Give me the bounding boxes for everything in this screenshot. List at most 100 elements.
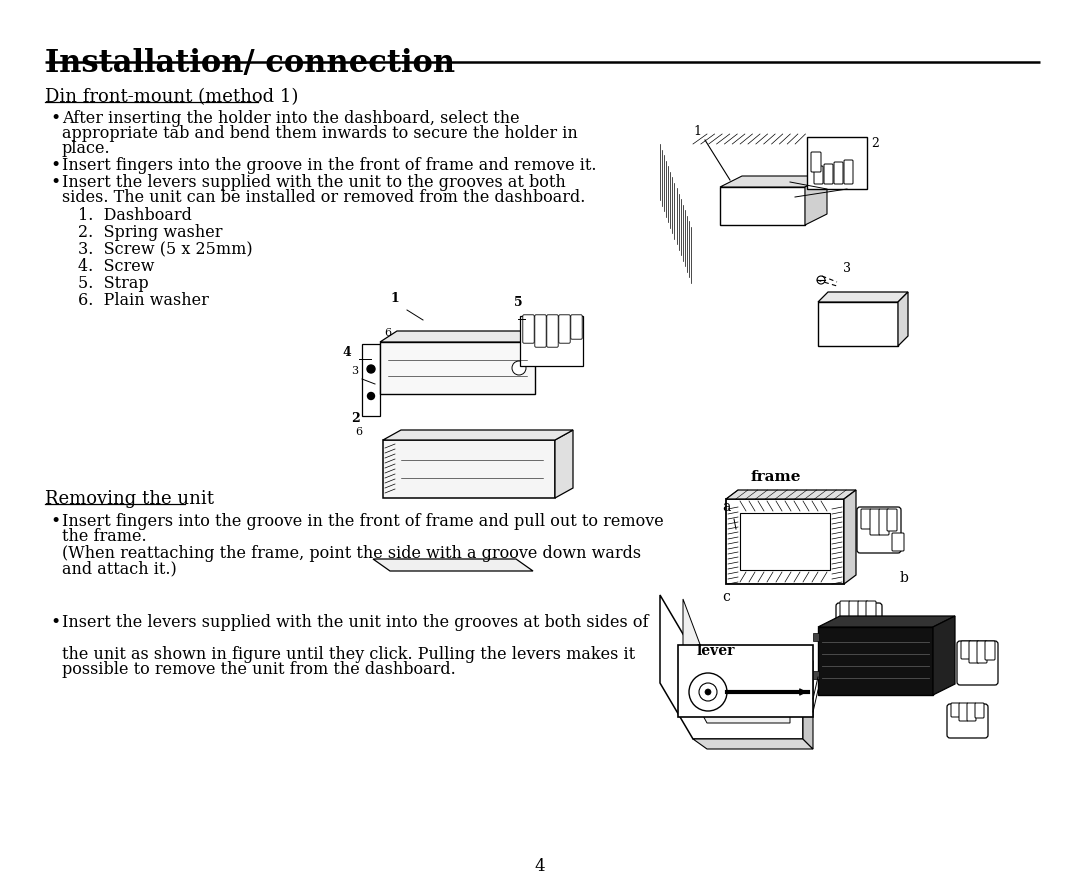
Text: •: • xyxy=(50,614,60,631)
FancyBboxPatch shape xyxy=(967,703,976,721)
FancyBboxPatch shape xyxy=(861,509,870,529)
Polygon shape xyxy=(373,559,534,571)
Circle shape xyxy=(367,365,375,373)
Polygon shape xyxy=(843,490,856,584)
Bar xyxy=(726,499,843,584)
FancyBboxPatch shape xyxy=(887,509,897,531)
FancyBboxPatch shape xyxy=(985,641,995,660)
Bar xyxy=(380,342,535,394)
Text: 1: 1 xyxy=(391,292,400,305)
Circle shape xyxy=(699,683,717,701)
Text: •: • xyxy=(50,157,60,174)
FancyBboxPatch shape xyxy=(558,315,570,343)
Text: a: a xyxy=(723,500,730,514)
Text: 4: 4 xyxy=(342,346,351,359)
Bar xyxy=(807,137,867,189)
Text: 3: 3 xyxy=(351,366,359,376)
Text: 1: 1 xyxy=(693,125,701,138)
Text: frame: frame xyxy=(751,470,801,484)
Text: c: c xyxy=(723,590,730,604)
Text: After inserting the holder into the dashboard, select the: After inserting the holder into the dash… xyxy=(62,110,519,127)
Text: 4.  Screw: 4. Screw xyxy=(78,258,154,275)
Text: 2.  Spring washer: 2. Spring washer xyxy=(78,224,222,241)
Polygon shape xyxy=(555,430,573,498)
Text: place.: place. xyxy=(62,140,110,157)
Text: 1.  Dashboard: 1. Dashboard xyxy=(78,207,192,224)
FancyBboxPatch shape xyxy=(951,703,960,717)
Text: 3.  Screw (5 x 25mm): 3. Screw (5 x 25mm) xyxy=(78,241,253,258)
Bar xyxy=(818,627,933,695)
Circle shape xyxy=(512,361,526,375)
Text: b: b xyxy=(900,571,909,585)
Text: Insert the levers supplied with the unit to the grooves at both: Insert the levers supplied with the unit… xyxy=(62,174,566,191)
FancyBboxPatch shape xyxy=(866,601,876,620)
Text: •: • xyxy=(50,110,60,127)
FancyBboxPatch shape xyxy=(546,315,558,347)
FancyBboxPatch shape xyxy=(959,703,968,721)
Polygon shape xyxy=(693,739,813,749)
Text: Insert fingers into the groove in the front of frame and pull out to remove: Insert fingers into the groove in the fr… xyxy=(62,513,664,530)
Text: 2: 2 xyxy=(351,412,360,425)
Text: sides. The unit can be installed or removed from the dashboard.: sides. The unit can be installed or remo… xyxy=(62,189,585,206)
Polygon shape xyxy=(805,176,827,225)
Bar xyxy=(813,671,819,679)
FancyBboxPatch shape xyxy=(523,315,535,343)
Polygon shape xyxy=(383,430,573,440)
Bar xyxy=(720,187,805,225)
Polygon shape xyxy=(933,616,955,695)
Text: Insert the levers supplied with the unit into the grooves at both sides of: Insert the levers supplied with the unit… xyxy=(62,614,648,631)
FancyBboxPatch shape xyxy=(836,603,882,641)
Polygon shape xyxy=(380,331,552,342)
Text: Removing the unit: Removing the unit xyxy=(45,490,214,508)
FancyBboxPatch shape xyxy=(947,704,988,738)
FancyBboxPatch shape xyxy=(811,152,821,172)
Polygon shape xyxy=(897,292,908,346)
Text: 5: 5 xyxy=(514,296,523,309)
Bar xyxy=(519,316,583,366)
FancyBboxPatch shape xyxy=(892,533,904,551)
FancyBboxPatch shape xyxy=(975,703,984,718)
Text: possible to remove the unit from the dashboard.: possible to remove the unit from the das… xyxy=(62,661,456,678)
Bar xyxy=(362,344,380,416)
Text: Installation/ connection: Installation/ connection xyxy=(45,48,455,79)
FancyBboxPatch shape xyxy=(977,641,987,663)
Circle shape xyxy=(689,673,727,711)
Text: 6: 6 xyxy=(384,328,391,338)
Polygon shape xyxy=(804,651,813,749)
Polygon shape xyxy=(818,292,908,302)
FancyBboxPatch shape xyxy=(840,601,850,619)
Text: appropriate tab and bend them inwards to secure the holder in: appropriate tab and bend them inwards to… xyxy=(62,125,578,142)
Polygon shape xyxy=(726,490,856,499)
FancyBboxPatch shape xyxy=(879,509,889,535)
Text: 2: 2 xyxy=(870,137,879,150)
FancyBboxPatch shape xyxy=(824,164,833,184)
Polygon shape xyxy=(660,595,804,739)
FancyBboxPatch shape xyxy=(834,162,843,184)
FancyBboxPatch shape xyxy=(969,641,978,663)
Text: 3: 3 xyxy=(843,262,851,275)
Text: 6: 6 xyxy=(355,427,362,437)
Bar xyxy=(678,645,813,717)
Bar xyxy=(818,302,897,346)
Text: Din front-mount (method 1): Din front-mount (method 1) xyxy=(45,88,298,106)
FancyBboxPatch shape xyxy=(957,641,998,685)
Text: the unit as shown in figure until they click. Pulling the levers makes it: the unit as shown in figure until they c… xyxy=(62,646,635,663)
Polygon shape xyxy=(720,176,827,187)
FancyBboxPatch shape xyxy=(814,166,823,184)
Text: the frame.: the frame. xyxy=(62,528,147,545)
FancyBboxPatch shape xyxy=(858,507,901,553)
Polygon shape xyxy=(818,616,955,627)
Bar xyxy=(740,513,831,570)
Text: (When reattaching the frame, point the side with a groove down wards: (When reattaching the frame, point the s… xyxy=(62,545,642,562)
FancyBboxPatch shape xyxy=(571,315,582,339)
Circle shape xyxy=(367,393,375,399)
FancyBboxPatch shape xyxy=(870,509,880,535)
FancyBboxPatch shape xyxy=(858,601,868,623)
Text: •: • xyxy=(50,174,60,191)
Bar xyxy=(383,440,555,498)
Text: 5.  Strap: 5. Strap xyxy=(78,275,149,292)
Text: 4: 4 xyxy=(535,858,545,875)
FancyBboxPatch shape xyxy=(849,601,859,623)
FancyBboxPatch shape xyxy=(961,641,971,659)
FancyBboxPatch shape xyxy=(535,315,546,347)
